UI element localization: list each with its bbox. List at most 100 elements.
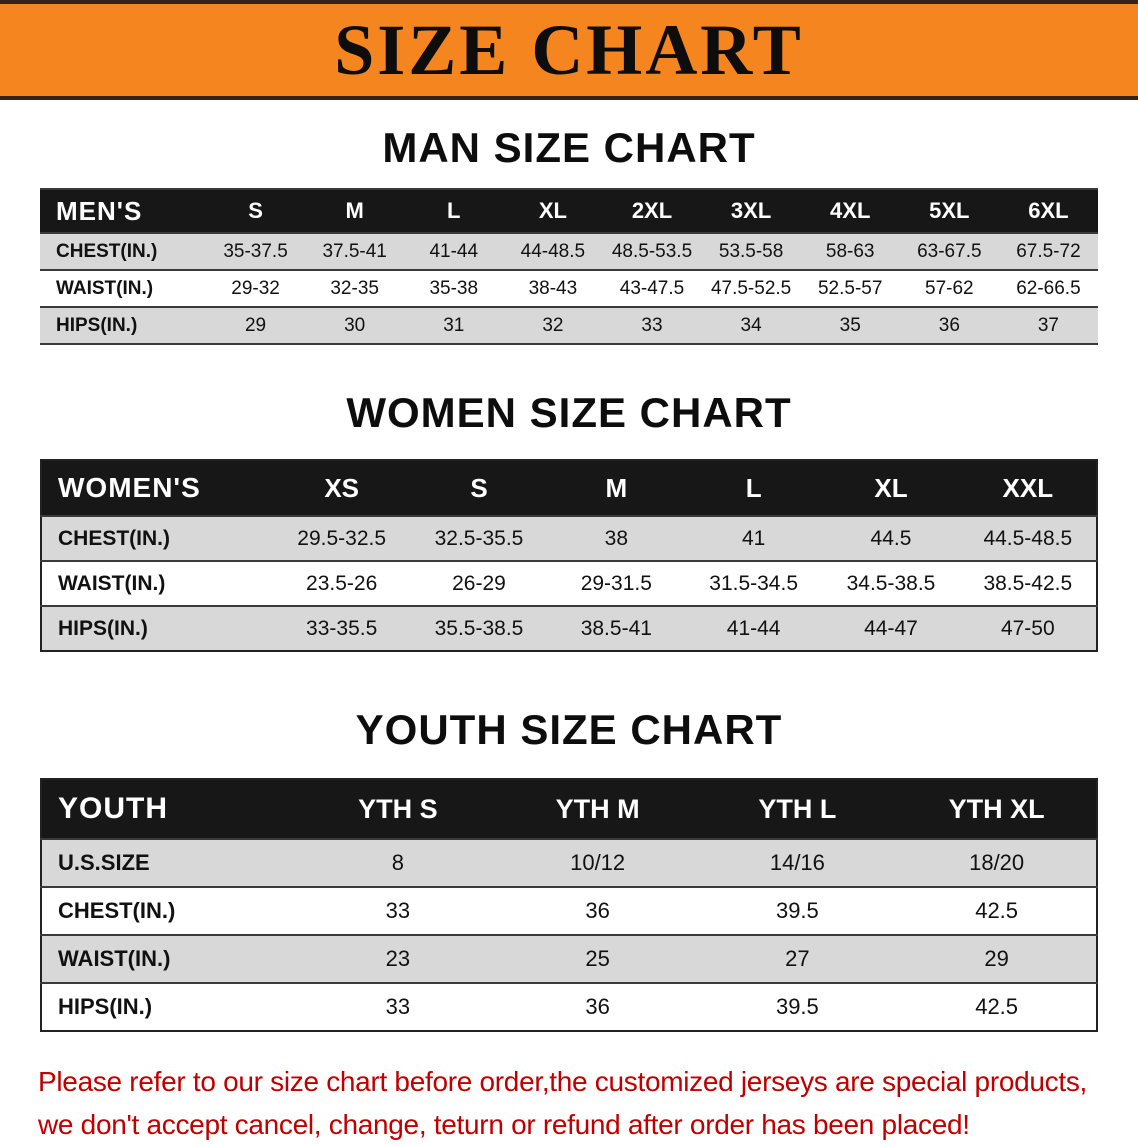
disclaimer-line-1: Please refer to our size chart before or…	[38, 1066, 1088, 1097]
size-cell: 39.5	[775, 898, 819, 923]
size-cell: 34	[740, 314, 762, 336]
row-label-cell: CHEST(IN.)	[58, 898, 176, 923]
row-label-cell: CHEST(IN.)	[58, 526, 170, 550]
table-row: CHEST(IN.) 29.5-32.5 32.5-35.5 38 41 44.…	[41, 516, 1097, 561]
size-header-cell: XL	[538, 198, 567, 223]
table-row: WAIST(IN.) 23 25 27 29	[41, 935, 1097, 983]
youth-section-title: YOUTH SIZE CHART	[355, 706, 783, 753]
size-cell: 67.5-72	[1016, 240, 1081, 262]
table-row: U.S.SIZE 8 10/12 14/16 18/20	[41, 839, 1097, 887]
table-row: CHEST(IN.) 33 36 39.5 42.5	[41, 887, 1097, 935]
table-header-label: YOUTH	[58, 792, 168, 825]
size-cell: 36	[938, 314, 960, 336]
size-cell: 42.5	[975, 898, 1019, 923]
size-cell: 63-67.5	[917, 240, 982, 262]
size-cell: 29	[244, 314, 267, 336]
row-label-cell: HIPS(IN.)	[56, 314, 138, 336]
size-header-cell: YTH M	[555, 793, 640, 824]
size-cell: 33	[385, 994, 411, 1019]
row-label-cell: CHEST(IN.)	[56, 240, 158, 262]
women-section: WOMEN SIZE CHART WOMEN'S XS S M L XL XXL…	[0, 389, 1138, 652]
size-cell: 32-35	[330, 277, 379, 299]
size-cell: 8	[391, 850, 404, 875]
table-row: WAIST(IN.) 29-32 32-35 35-38 38-43 43-47…	[40, 270, 1098, 307]
size-cell: 23	[385, 946, 411, 971]
row-label-cell: WAIST(IN.)	[58, 571, 166, 595]
table-row: HIPS(IN.) 29 30 31 32 33 34 35 36 37	[40, 307, 1098, 344]
size-cell: 53.5-58	[718, 240, 784, 262]
size-cell: 38	[604, 526, 628, 550]
men-section: MAN SIZE CHART MEN'S S M L XL 2XL 3XL 4X…	[0, 124, 1138, 345]
size-cell: 30	[344, 314, 366, 336]
youth-section: YOUTH SIZE CHART YOUTH YTH S YTH M YTH L…	[0, 706, 1138, 1032]
size-cell: 34.5-38.5	[846, 571, 936, 595]
size-cell: 44-47	[864, 616, 918, 640]
size-cell: 29	[984, 946, 1009, 971]
size-cell: 47.5-52.5	[710, 277, 792, 299]
size-cell: 38.5-41	[580, 616, 652, 640]
disclaimer-note: Please refer to our size chart before or…	[38, 1060, 1100, 1147]
size-cell: 37	[1037, 314, 1059, 336]
size-cell: 37.5-41	[322, 240, 387, 262]
size-header-cell: YTH L	[758, 793, 837, 824]
table-header-label: MEN'S	[56, 195, 143, 226]
size-cell: 35	[839, 314, 861, 336]
size-cell: 14/16	[769, 850, 825, 875]
size-header-cell: 5XL	[929, 198, 970, 223]
size-cell: 29-31.5	[580, 571, 652, 595]
size-cell: 41-44	[726, 616, 781, 640]
size-header-cell: L	[745, 472, 762, 503]
size-cell: 29.5-32.5	[297, 526, 387, 550]
size-cell: 38-43	[528, 277, 578, 299]
size-cell: 47-50	[1000, 616, 1055, 640]
size-cell: 41	[741, 526, 766, 550]
women-size-table: WOMEN'S XS S M L XL XXL CHEST(IN.) 29.5-…	[40, 459, 1098, 652]
men-header-row: MEN'S S M L XL 2XL 3XL 4XL 5XL 6XL	[40, 189, 1098, 233]
row-label-cell: U.S.SIZE	[58, 850, 150, 875]
size-header-cell: XS	[324, 472, 359, 503]
size-header-cell: 6XL	[1028, 198, 1069, 223]
size-cell: 43-47.5	[619, 277, 685, 299]
size-cell: 31.5-34.5	[709, 571, 799, 595]
youth-size-table: YOUTH YTH S YTH M YTH L YTH XL U.S.SIZE …	[40, 778, 1098, 1032]
table-row: HIPS(IN.) 33 36 39.5 42.5	[41, 983, 1097, 1031]
table-row: CHEST(IN.) 35-37.5 37.5-41 41-44 44-48.5…	[40, 233, 1098, 270]
size-cell: 57-62	[925, 277, 974, 299]
table-row: WAIST(IN.) 23.5-26 26-29 29-31.5 31.5-34…	[41, 561, 1097, 606]
size-cell: 36	[585, 994, 610, 1019]
size-cell: 33-35.5	[306, 616, 378, 640]
size-cell: 39.5	[775, 994, 819, 1019]
size-header-cell: YTH XL	[948, 793, 1045, 824]
size-cell: 52.5-57	[817, 277, 883, 299]
row-label-cell: HIPS(IN.)	[58, 616, 148, 640]
men-size-table: MEN'S S M L XL 2XL 3XL 4XL 5XL 6XL CHEST…	[40, 188, 1098, 345]
size-cell: 26-29	[452, 571, 506, 595]
size-header-cell: S	[470, 472, 488, 503]
size-cell: 10/12	[570, 850, 626, 875]
youth-header-row: YOUTH YTH S YTH M YTH L YTH XL	[41, 779, 1097, 839]
men-section-title: MAN SIZE CHART	[382, 124, 756, 171]
banner: SIZE CHART	[0, 0, 1138, 100]
size-cell: 44-48.5	[520, 240, 586, 262]
size-cell: 27	[785, 946, 810, 971]
table-row: HIPS(IN.) 33-35.5 35.5-38.5 38.5-41 41-4…	[41, 606, 1097, 651]
disclaimer-line-2: we don't accept cancel, change, teturn o…	[38, 1109, 970, 1141]
size-cell: 44.5-48.5	[983, 526, 1073, 550]
size-cell: 35-37.5	[223, 240, 288, 262]
size-cell: 62-66.5	[1016, 277, 1081, 299]
row-label-cell: WAIST(IN.)	[56, 277, 154, 299]
size-cell: 42.5	[975, 994, 1019, 1019]
row-label-cell: HIPS(IN.)	[58, 994, 153, 1019]
size-cell: 18/20	[969, 850, 1025, 875]
size-header-cell: YTH S	[358, 793, 438, 824]
size-header-cell: XXL	[1002, 472, 1054, 503]
size-cell: 29-32	[231, 277, 280, 299]
size-cell: 32	[542, 314, 564, 336]
size-cell: 35-38	[429, 277, 479, 299]
size-cell: 33	[641, 314, 663, 336]
size-header-cell: 2XL	[631, 198, 673, 223]
size-cell: 25	[585, 946, 610, 971]
size-cell: 41-44	[429, 240, 479, 262]
size-cell: 33	[385, 898, 411, 923]
